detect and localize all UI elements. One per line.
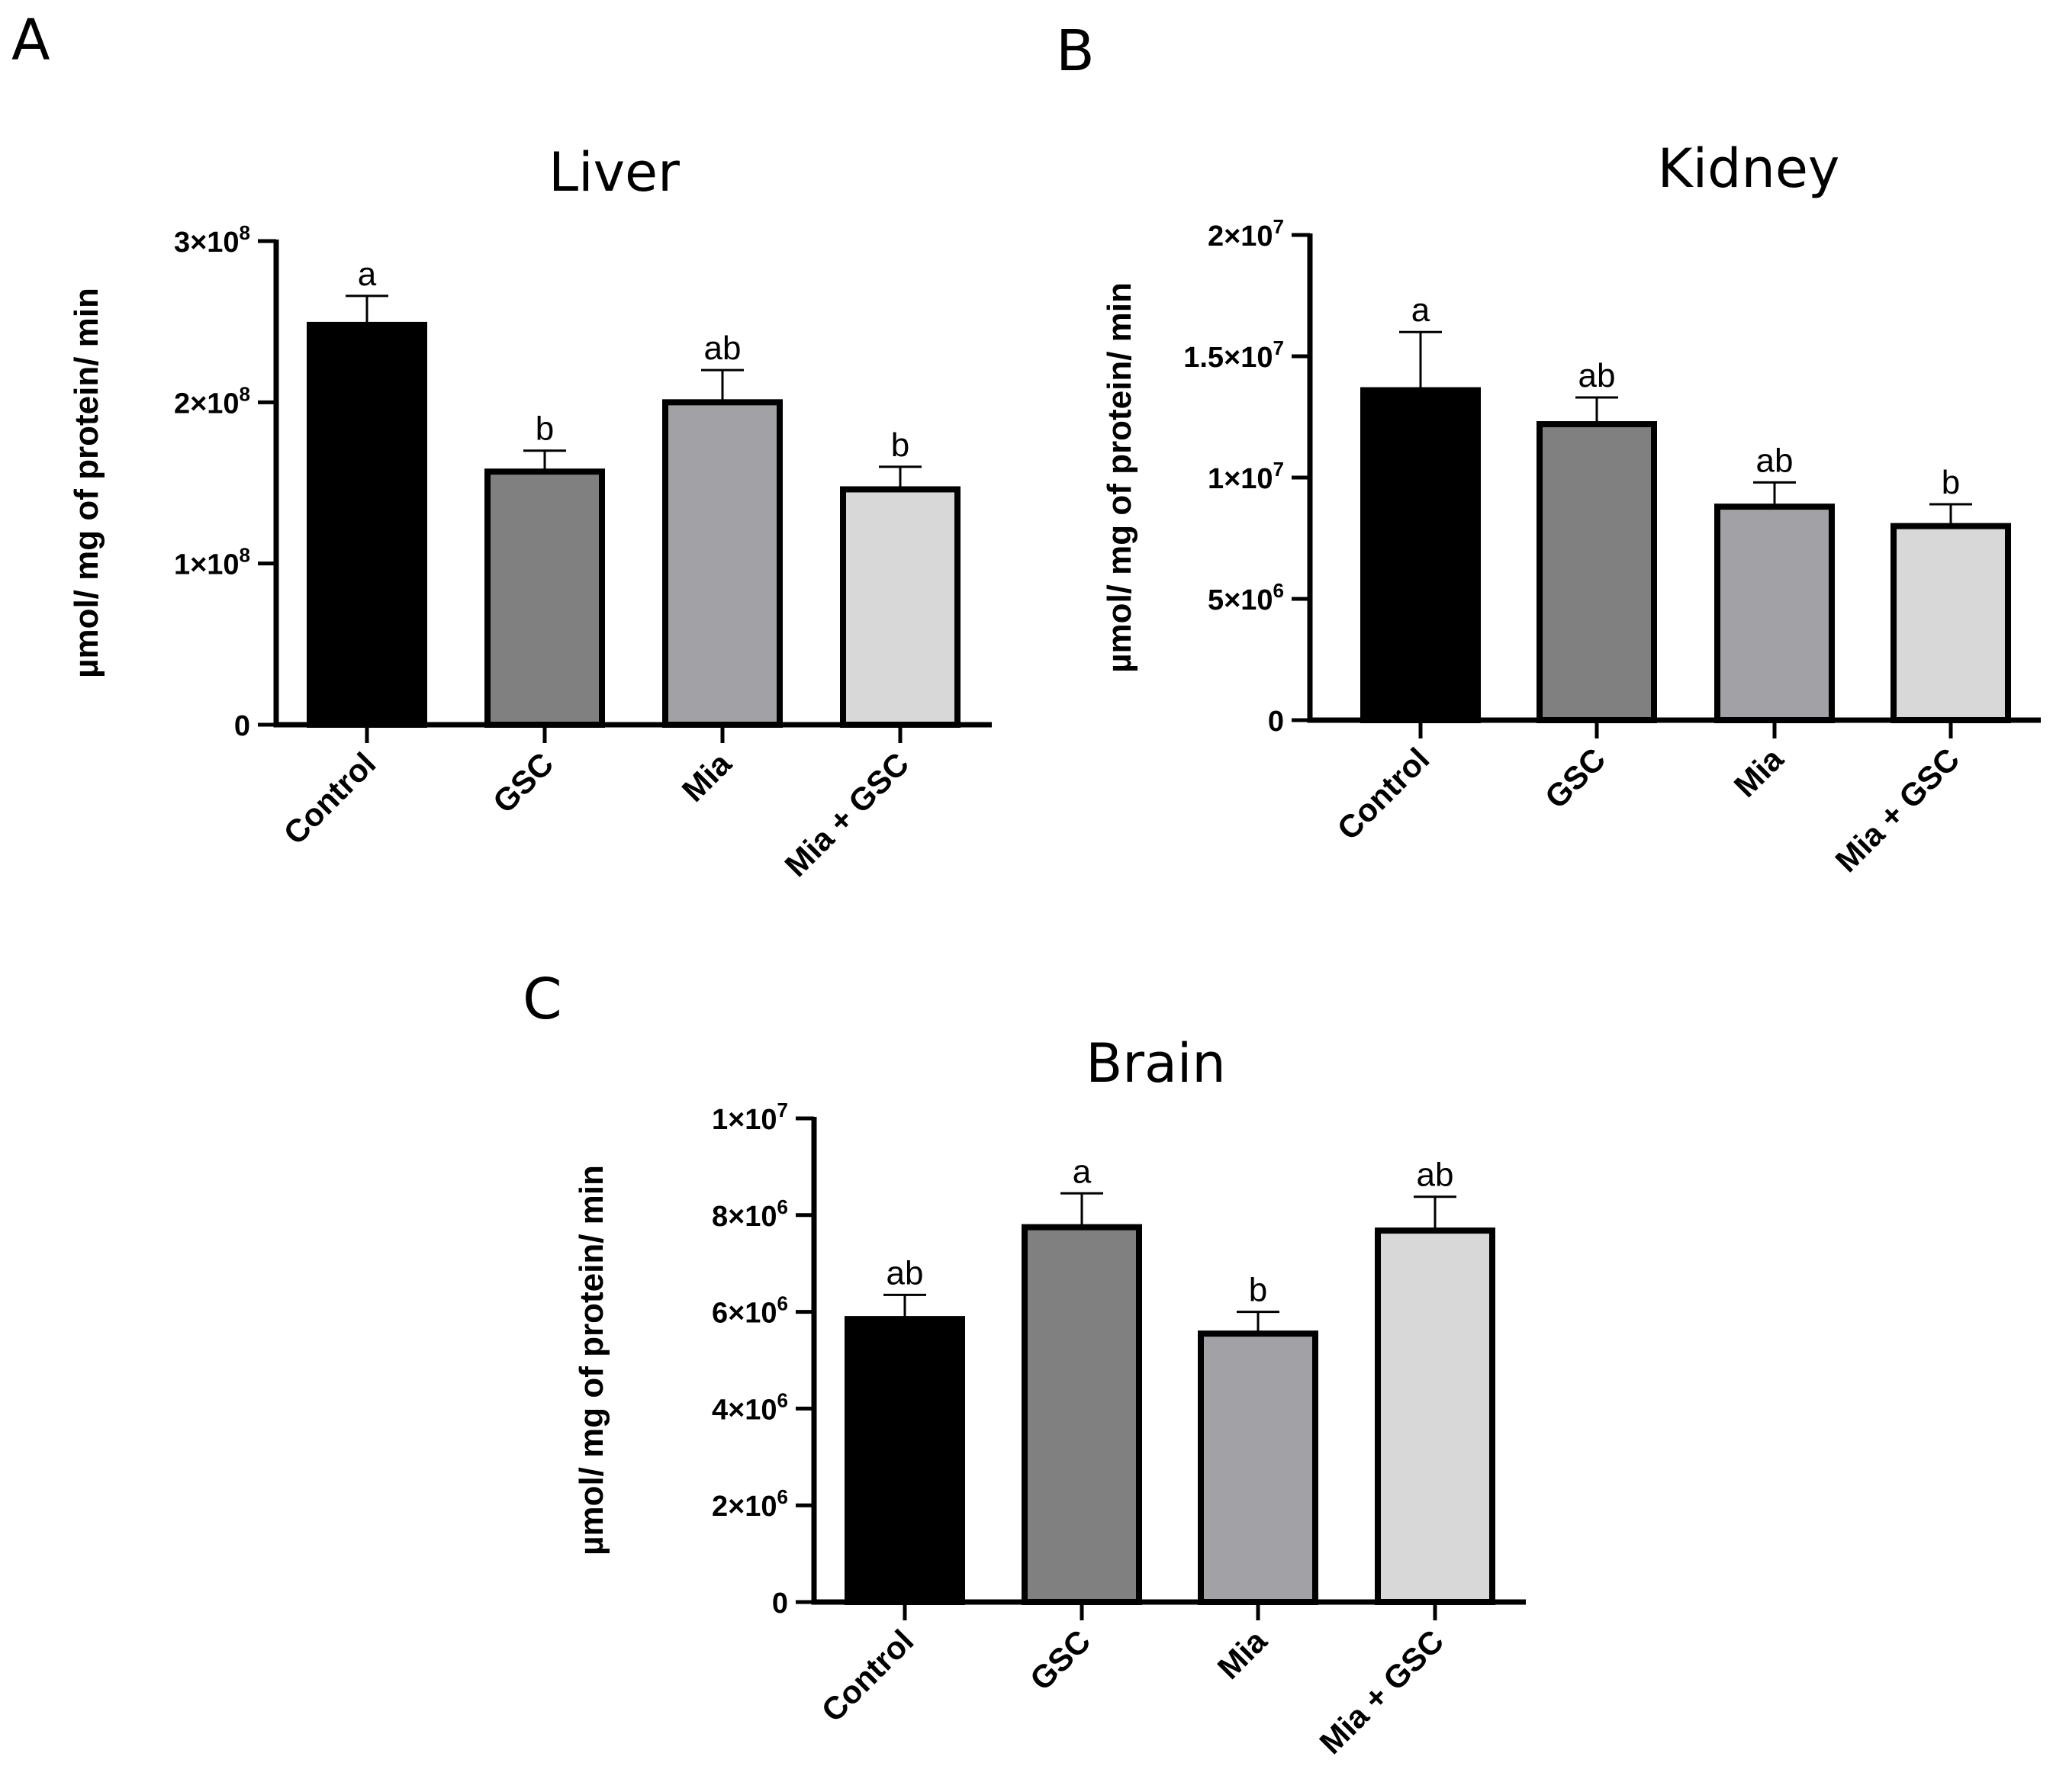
- x-tick-label: GSC: [1538, 741, 1613, 816]
- chart-title: Brain: [1086, 1032, 1226, 1095]
- x-tick-label: GSC: [1023, 1623, 1098, 1697]
- significance-label: a: [358, 256, 377, 293]
- bar: [662, 399, 783, 728]
- x-tick-label: Control: [1331, 741, 1437, 847]
- bar: [1022, 1224, 1142, 1606]
- x-tick-label: Mia: [1727, 741, 1791, 804]
- y-tick-label: 2×107: [1208, 215, 1284, 253]
- significance-label: ab: [1578, 357, 1616, 394]
- y-tick-label: 1×107: [1208, 458, 1284, 495]
- significance-label: ab: [1756, 442, 1794, 479]
- bar: [1198, 1330, 1318, 1605]
- chart-title: Kidney: [1658, 137, 1840, 200]
- y-tick-label: 0: [234, 710, 250, 742]
- y-tick-label: 3×108: [174, 221, 250, 259]
- panel-letter-a: A: [11, 8, 50, 73]
- bar: [1890, 523, 2011, 723]
- y-tick-label: 4×106: [712, 1388, 788, 1426]
- x-tick-label: Mia + GSC: [777, 745, 915, 883]
- significance-label: b: [536, 410, 554, 448]
- bar: [845, 1316, 965, 1605]
- y-axis-label: µmol/ mg of protein/ min: [68, 288, 105, 678]
- x-tick-label: Mia + GSC: [1828, 741, 1966, 879]
- x-tick-label: Mia: [1211, 1623, 1274, 1686]
- y-tick-label: 1.5×107: [1183, 336, 1284, 374]
- x-tick-label: Control: [277, 745, 383, 851]
- y-tick-label: 8×106: [712, 1195, 788, 1233]
- y-tick-label: 5×106: [1208, 579, 1284, 616]
- chart-title: Liver: [549, 141, 680, 204]
- bar: [1375, 1227, 1495, 1605]
- significance-label: ab: [1417, 1157, 1454, 1194]
- y-tick-label: 0: [1268, 706, 1284, 738]
- y-tick-label: 1×108: [174, 544, 250, 581]
- bar: [1537, 421, 1657, 723]
- x-tick-label: GSC: [486, 745, 561, 820]
- x-tick-label: Control: [815, 1623, 921, 1729]
- significance-label: b: [891, 426, 909, 464]
- bar: [307, 321, 427, 729]
- significance-label: b: [1249, 1272, 1267, 1309]
- y-tick-label: 0: [772, 1588, 788, 1620]
- chart-kidney: Kidney µmol/ mg of protein/ min a ab ab b 0 5×1…: [1101, 137, 2041, 879]
- y-axis-label: µmol/ mg of protein/ min: [1101, 282, 1138, 673]
- panel-letter-c: C: [523, 967, 562, 1032]
- significance-label: a: [1073, 1153, 1092, 1190]
- bar: [1360, 387, 1481, 723]
- x-tick-label: Mia + GSC: [1312, 1623, 1450, 1761]
- x-tick-label: Mia: [675, 745, 739, 809]
- y-tick-label: 2×106: [712, 1485, 788, 1523]
- significance-label: ab: [887, 1254, 924, 1292]
- y-tick-label: 1×107: [712, 1099, 788, 1136]
- significance-label: ab: [704, 330, 742, 367]
- bar: [840, 486, 961, 728]
- y-tick-label: 6×106: [712, 1292, 788, 1330]
- significance-label: a: [1411, 291, 1430, 329]
- y-axis-label: µmol/ mg of protein/ min: [573, 1165, 610, 1556]
- significance-label: b: [1942, 464, 1960, 501]
- bar: [1714, 503, 1835, 723]
- y-tick-label: 2×108: [174, 382, 250, 420]
- panel-letter-b: B: [1056, 18, 1095, 84]
- bar: [484, 468, 605, 728]
